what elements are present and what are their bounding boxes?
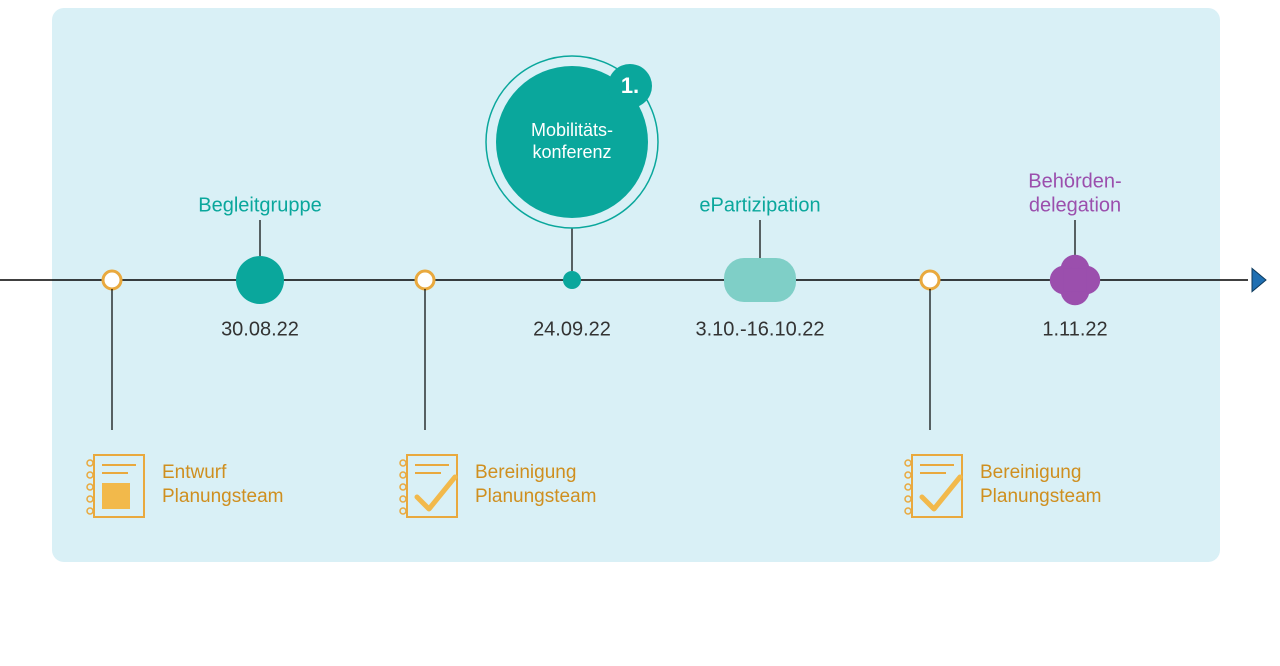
below-label: Bereinigung — [475, 462, 576, 483]
below-label: Entwurf — [162, 462, 227, 483]
below-label: Planungsteam — [980, 486, 1101, 507]
milestone-ring — [921, 271, 939, 289]
milestone-date: 30.08.22 — [221, 318, 299, 340]
bubble-badge-text: 1. — [621, 73, 639, 98]
below-label: Planungsteam — [162, 486, 283, 507]
milestone-pill — [724, 258, 796, 302]
milestone-dot — [563, 271, 581, 289]
milestone-ring — [103, 271, 121, 289]
milestone-label: delegation — [1029, 194, 1121, 216]
milestone-date: 24.09.22 — [533, 318, 611, 340]
milestone-label: Behörden- — [1028, 170, 1121, 192]
milestone-ring — [416, 271, 434, 289]
milestone-date: 3.10.-16.10.22 — [696, 318, 825, 340]
milestone-label: Begleitgruppe — [198, 194, 321, 216]
bubble-text: konferenz — [532, 142, 611, 162]
milestone-label: ePartizipation — [699, 194, 820, 216]
timeline-arrow-icon — [1252, 268, 1266, 291]
below-label: Bereinigung — [980, 462, 1081, 483]
below-label: Planungsteam — [475, 486, 596, 507]
bubble-text: Mobilitäts- — [531, 120, 613, 140]
milestone-date: 1.11.22 — [1042, 318, 1107, 340]
milestone-circle — [236, 256, 284, 304]
